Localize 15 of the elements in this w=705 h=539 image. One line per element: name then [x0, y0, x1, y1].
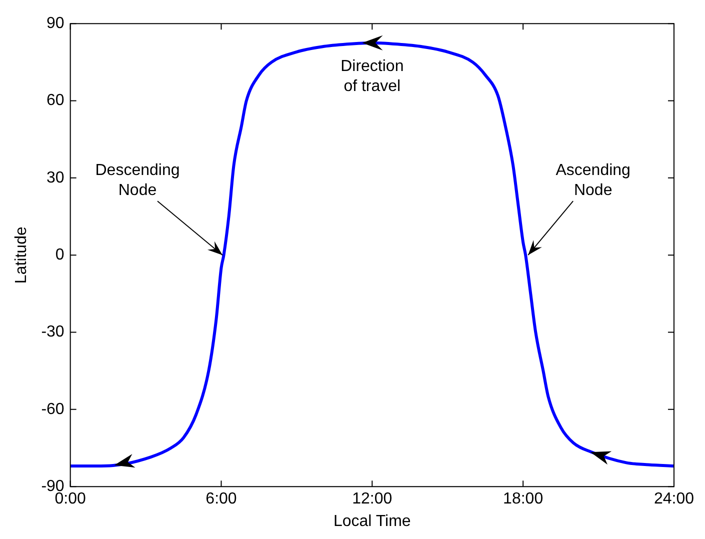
x-axis-title: Local Time — [333, 512, 411, 530]
x-tick-label: 18:00 — [503, 490, 544, 508]
x-tick-label: 24:00 — [654, 490, 694, 508]
annotation: Ascending Node — [556, 162, 630, 200]
y-tick-label: 30 — [46, 169, 64, 186]
annotation: Descending Node — [95, 162, 180, 200]
y-tick-label: 90 — [46, 15, 64, 32]
y-tick-label: 0 — [55, 246, 64, 264]
y-tick-label: -30 — [41, 324, 64, 341]
annotation: Direction of travel — [340, 58, 404, 95]
y-tick-label: 60 — [46, 92, 64, 110]
x-tick-label: 6:00 — [206, 490, 237, 508]
y-axis-title: Latitude — [13, 226, 30, 284]
y-tick-label: -60 — [41, 400, 64, 418]
x-tick-label: 12:00 — [352, 490, 392, 508]
